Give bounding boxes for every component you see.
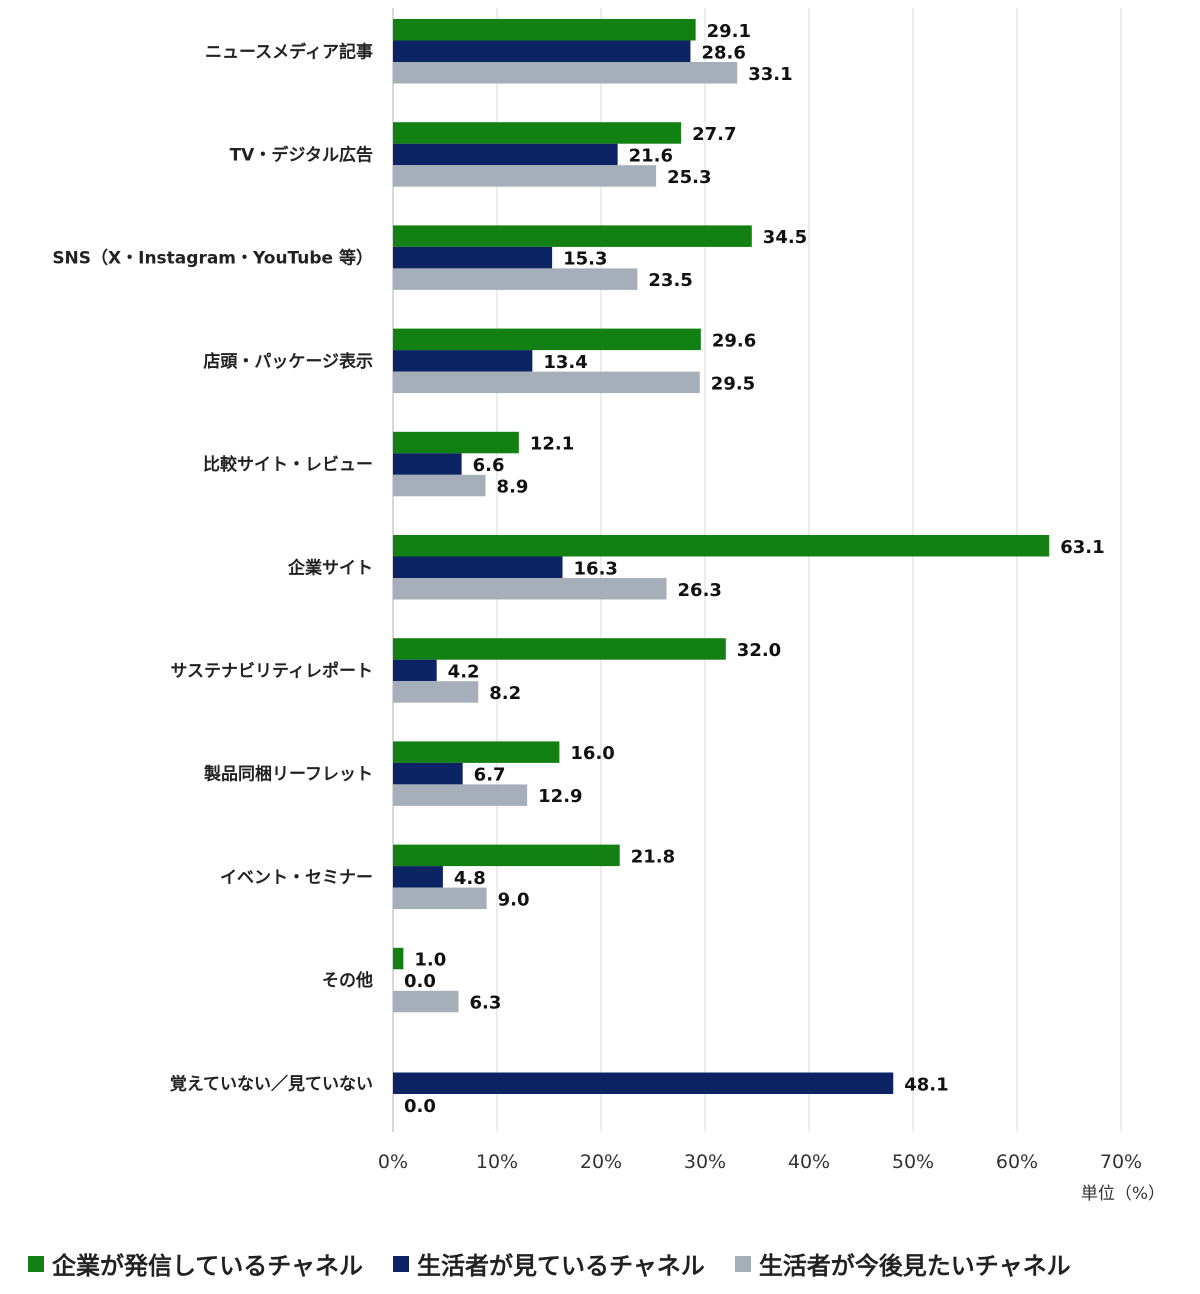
data-label: 13.4 bbox=[543, 352, 587, 373]
bar bbox=[393, 431, 519, 454]
legend-swatch-want bbox=[734, 1255, 751, 1272]
data-label: 0.0 bbox=[404, 1096, 436, 1117]
x-tick-label: 40% bbox=[788, 1151, 830, 1173]
bar bbox=[393, 762, 463, 785]
bar bbox=[393, 268, 638, 290]
data-label: 6.6 bbox=[473, 455, 505, 476]
data-label: 32.0 bbox=[737, 640, 781, 661]
data-label: 8.9 bbox=[497, 477, 529, 498]
data-label: 63.1 bbox=[1060, 537, 1104, 558]
data-label: 23.5 bbox=[648, 270, 692, 291]
bar bbox=[393, 40, 691, 62]
bar bbox=[393, 947, 404, 970]
category-label: 比較サイト・レビュー bbox=[203, 454, 373, 475]
unit-label: 単位（%） bbox=[1081, 1184, 1165, 1204]
data-label: 48.1 bbox=[904, 1074, 948, 1095]
bar bbox=[393, 19, 696, 41]
bar bbox=[393, 990, 459, 1013]
category-label: 製品同梱リーフレット bbox=[203, 764, 373, 785]
category-label: ニュースメディア記事 bbox=[205, 41, 373, 62]
bar bbox=[393, 866, 443, 888]
legend-item-want: 生活者が今後見たいチャネル bbox=[734, 1246, 1071, 1281]
bar-chart: ニュースメディア記事29.128.633.1TV・デジタル広告27.721.62… bbox=[52, 8, 1165, 1204]
data-label: 12.1 bbox=[530, 434, 574, 455]
data-label: 29.6 bbox=[712, 330, 756, 351]
data-label: 34.5 bbox=[763, 227, 807, 248]
bar bbox=[393, 535, 1050, 557]
x-tick-label: 50% bbox=[892, 1151, 934, 1173]
category-label: 店頭・パッケージ表示 bbox=[203, 351, 373, 372]
bar bbox=[393, 556, 563, 578]
bar bbox=[393, 246, 553, 269]
bar bbox=[393, 225, 752, 247]
category-label: その他 bbox=[322, 970, 373, 991]
x-tick-label: 10% bbox=[476, 1151, 518, 1173]
bar bbox=[393, 474, 486, 497]
legend-item-company: 企業が発信しているチャネル bbox=[28, 1246, 363, 1281]
legend-swatch-seen bbox=[393, 1255, 410, 1272]
data-label: 28.6 bbox=[701, 42, 745, 63]
data-label: 29.1 bbox=[707, 21, 751, 42]
bar bbox=[393, 638, 726, 660]
bar bbox=[393, 165, 657, 187]
category-label: TV・デジタル広告 bbox=[230, 144, 373, 165]
bar bbox=[393, 659, 437, 682]
bar bbox=[393, 741, 560, 763]
bar bbox=[393, 1072, 894, 1094]
bar bbox=[393, 453, 462, 475]
legend-label-company: 企業が発信しているチャネル bbox=[52, 1252, 364, 1280]
legend-label-seen: 生活者が見ているチャネル bbox=[417, 1252, 705, 1280]
x-tick-label: 70% bbox=[1100, 1151, 1142, 1173]
data-label: 26.3 bbox=[678, 580, 722, 601]
data-label: 27.7 bbox=[692, 124, 736, 145]
data-label: 4.8 bbox=[454, 868, 486, 889]
data-label: 9.0 bbox=[498, 889, 530, 910]
legend-swatch-company bbox=[28, 1255, 44, 1272]
bar bbox=[393, 844, 620, 867]
data-label: 21.8 bbox=[631, 846, 675, 867]
data-label: 6.3 bbox=[470, 993, 502, 1014]
data-label: 8.2 bbox=[489, 683, 521, 704]
bar bbox=[393, 681, 479, 703]
legend: 企業が発信しているチャネル 生活者が見ているチャネル 生活者が今後見たいチャネル bbox=[28, 1246, 1101, 1281]
bar bbox=[393, 784, 528, 806]
data-label: 4.2 bbox=[448, 661, 480, 682]
data-label: 6.7 bbox=[474, 765, 506, 786]
data-label: 15.3 bbox=[563, 249, 607, 270]
bar bbox=[393, 578, 667, 600]
legend-item-seen: 生活者が見ているチャネル bbox=[393, 1246, 705, 1281]
data-label: 21.6 bbox=[629, 145, 673, 166]
data-label: 33.1 bbox=[748, 64, 792, 85]
data-label: 25.3 bbox=[667, 167, 711, 188]
x-tick-label: 20% bbox=[580, 1151, 622, 1173]
bar bbox=[393, 350, 533, 372]
data-label: 0.0 bbox=[404, 971, 436, 992]
bar bbox=[393, 328, 701, 351]
x-tick-label: 60% bbox=[996, 1151, 1038, 1173]
category-label: 覚えていない／見ていない bbox=[170, 1073, 373, 1094]
category-label: イベント・セミナー bbox=[220, 868, 373, 888]
category-label: サステナビリティレポート bbox=[170, 660, 373, 681]
data-label: 16.0 bbox=[570, 743, 614, 764]
category-label: 企業サイト bbox=[287, 557, 373, 578]
x-tick-label: 0% bbox=[378, 1151, 408, 1173]
data-label: 16.3 bbox=[574, 558, 618, 579]
x-tick-label: 30% bbox=[684, 1151, 726, 1173]
category-label: SNS（X・Instagram・YouTube 等） bbox=[52, 248, 373, 269]
data-label: 12.9 bbox=[538, 786, 582, 807]
bar bbox=[393, 371, 700, 394]
legend-label-want: 生活者が今後見たいチャネル bbox=[758, 1252, 1071, 1280]
bar bbox=[393, 887, 487, 910]
bar bbox=[393, 143, 618, 166]
data-label: 29.5 bbox=[711, 373, 755, 394]
bar bbox=[393, 122, 682, 144]
bar bbox=[393, 62, 738, 84]
data-label: 1.0 bbox=[414, 950, 446, 971]
